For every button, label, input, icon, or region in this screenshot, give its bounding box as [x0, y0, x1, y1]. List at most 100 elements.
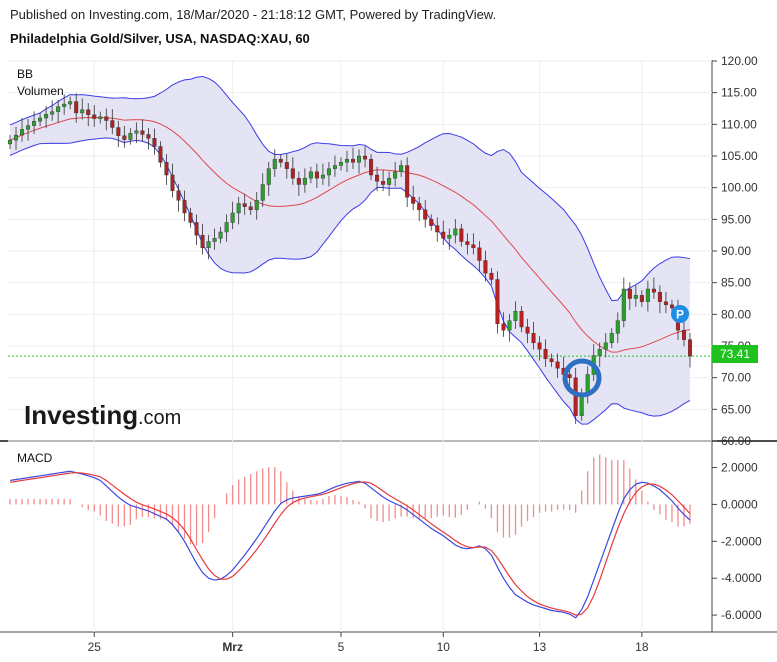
candle [387, 171, 392, 196]
candle-body [459, 228, 464, 242]
candle-body [98, 116, 103, 119]
candle-body [627, 288, 632, 299]
svg-text:73.41: 73.41 [720, 347, 750, 361]
candle-body [603, 342, 608, 350]
bb-legend[interactable]: BB [17, 67, 33, 81]
candle-body [242, 203, 247, 207]
candle-body [501, 323, 506, 331]
candle [296, 171, 301, 196]
candle-body [489, 272, 494, 280]
candle-body [681, 329, 686, 340]
candle-body [453, 228, 458, 236]
y-tick-label: 65.00 [721, 402, 751, 416]
candle-body [477, 247, 482, 261]
macd-tick-label: 2.0000 [721, 461, 758, 475]
candle-body [621, 288, 626, 321]
candle-body [351, 158, 356, 163]
candle [212, 228, 217, 250]
macd-legend[interactable]: MACD [17, 451, 53, 465]
candle [537, 336, 542, 361]
candle-body [218, 231, 223, 239]
candle [447, 228, 452, 250]
candle [122, 125, 127, 148]
candle-body [302, 177, 307, 185]
candle-body [411, 196, 416, 204]
candle-body [146, 134, 151, 139]
candle [272, 149, 277, 177]
candle [357, 149, 362, 174]
candle-body [326, 168, 331, 176]
candle-body [615, 320, 620, 334]
candle [56, 99, 61, 124]
candle-body [176, 190, 181, 201]
candle-body [284, 162, 289, 169]
candle-body [104, 116, 109, 121]
candle [417, 196, 422, 222]
candle-body [375, 174, 380, 182]
x-tick-label: 5 [338, 640, 345, 654]
price-axis-labels: 120.00 115.00 110.00 105.00 100.00 95.00 90.00… [712, 54, 758, 448]
candle-body [344, 158, 349, 163]
candle-body [495, 279, 500, 325]
candle [266, 162, 271, 196]
candle [549, 353, 554, 367]
candle-body [26, 125, 31, 130]
candle [20, 118, 25, 142]
candle [543, 339, 548, 367]
volume-legend[interactable]: Volumen [17, 84, 64, 98]
candle [134, 122, 139, 144]
candle [411, 185, 416, 211]
candle [465, 233, 470, 255]
candle [278, 154, 283, 168]
candle [483, 250, 488, 282]
candle [681, 318, 686, 347]
candle-body [531, 333, 536, 344]
candle-body [369, 158, 374, 176]
candle [302, 168, 307, 193]
candle [501, 312, 506, 337]
candle [567, 367, 572, 390]
macd-line [9, 470, 691, 619]
candle [110, 109, 115, 135]
candle-body [387, 177, 392, 185]
candle-body [314, 171, 319, 179]
candle [314, 163, 319, 188]
candle [525, 318, 530, 344]
candle-body [56, 106, 61, 112]
candle [399, 160, 404, 177]
candle-body [651, 288, 656, 293]
candle [26, 118, 31, 141]
x-tick-label: 10 [437, 640, 451, 654]
candle [639, 290, 644, 307]
candle [164, 154, 169, 185]
candle-body [381, 181, 386, 185]
candle-body [399, 165, 404, 173]
candle-body [357, 155, 362, 163]
candle-body [206, 241, 211, 249]
candle-body [338, 162, 343, 166]
candle [236, 196, 241, 225]
p-marker[interactable]: P [671, 305, 689, 323]
candle [254, 192, 259, 220]
candle-body [405, 165, 410, 198]
candle [176, 184, 181, 212]
candle-body [633, 295, 638, 299]
candle-body [194, 222, 199, 236]
candle-body [164, 162, 169, 176]
highlight-circle [562, 358, 602, 398]
candle-body [687, 339, 693, 357]
candle [86, 103, 91, 127]
chart-title: Philadelphia Gold/Silver, USA, NASDAQ:XA… [10, 31, 310, 46]
candle [615, 312, 620, 344]
bb-lower-band [9, 137, 691, 425]
candle-body [92, 114, 97, 119]
y-tick-label: 95.00 [721, 212, 751, 226]
candle-body [471, 244, 476, 249]
candle [369, 154, 374, 181]
candle-body [152, 138, 157, 147]
bb-fill [10, 76, 690, 425]
candle-body [296, 177, 301, 185]
candle-body [507, 320, 512, 331]
candle-body [567, 374, 572, 378]
